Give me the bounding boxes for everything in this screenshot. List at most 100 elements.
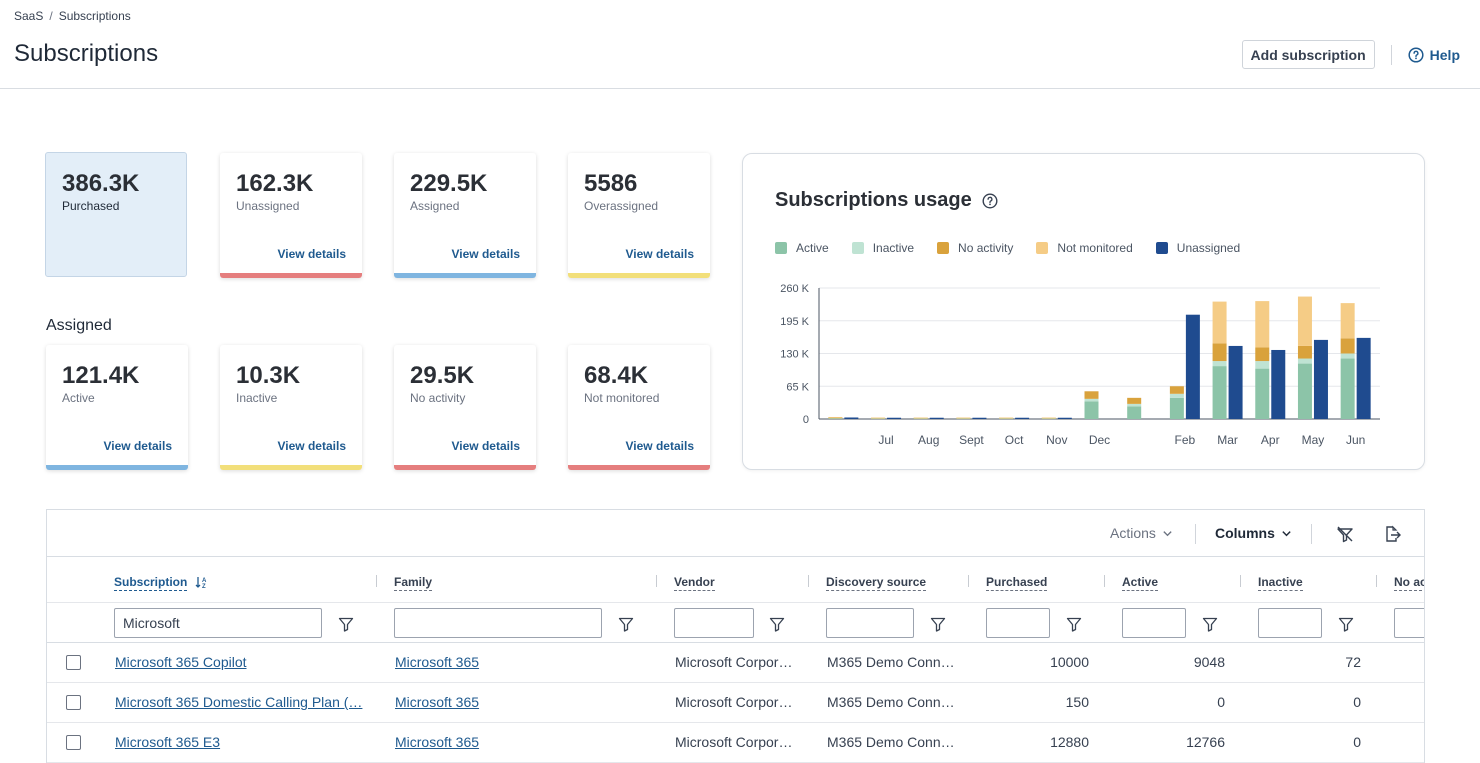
family-link[interactable]: Microsoft 365 [395, 694, 480, 710]
bar-segment [828, 417, 843, 419]
x-tick-label: Nov [1046, 433, 1067, 447]
column-header-discovery-source[interactable]: Discovery source [826, 575, 927, 591]
filter-icon[interactable] [1066, 616, 1082, 632]
column-resizer[interactable] [968, 575, 969, 587]
bar-segment [1169, 397, 1184, 419]
column-resizer[interactable] [1104, 575, 1105, 587]
bar-segment [1340, 358, 1355, 419]
filter-icon[interactable] [930, 616, 946, 632]
row-checkbox[interactable] [66, 735, 81, 750]
column-resizer[interactable] [1240, 575, 1241, 587]
bar-unassigned [972, 417, 987, 419]
discovery-source-filter-input[interactable] [826, 608, 914, 638]
subscription-link[interactable]: Microsoft 365 Copilot [115, 654, 247, 670]
column-header-family[interactable]: Family [394, 575, 433, 591]
subscriptions-usage-panel: Subscriptions usage Active Inactive No a… [742, 153, 1425, 470]
no-activity-filter-input[interactable] [1394, 608, 1424, 638]
clear-filters-icon[interactable] [1335, 524, 1355, 544]
x-tick-label: Feb [1175, 433, 1196, 447]
column-header-purchased[interactable]: Purchased [986, 575, 1048, 591]
bar-segment [1212, 343, 1227, 362]
card-label: Assigned [410, 199, 460, 213]
toolbar-divider [1195, 524, 1196, 544]
bar-segment [1297, 363, 1312, 419]
family-filter-input[interactable] [394, 608, 602, 638]
bar-unassigned [1015, 417, 1030, 419]
export-icon[interactable] [1382, 524, 1402, 544]
row-checkbox[interactable] [66, 655, 81, 670]
bar-unassigned [887, 417, 902, 419]
card-value: 10.3K [236, 362, 301, 389]
column-header-no-activity[interactable]: No ac [1394, 575, 1424, 591]
breadcrumb-saas-link[interactable]: SaaS [14, 9, 44, 23]
column-header-vendor[interactable]: Vendor [674, 575, 715, 591]
table-row: Microsoft 365 Domestic Calling Plan (… M… [47, 683, 1424, 723]
card-label: Overassigned [584, 199, 659, 213]
family-link[interactable]: Microsoft 365 [395, 734, 480, 750]
column-resizer[interactable] [656, 575, 657, 587]
filter-icon[interactable] [1338, 616, 1354, 632]
purchased-card[interactable]: 386.3K Purchased [45, 152, 187, 277]
view-details-link[interactable]: View details [625, 439, 694, 453]
inactive-filter-input[interactable] [1258, 608, 1322, 638]
active-filter-input[interactable] [1122, 608, 1186, 638]
view-details-link[interactable]: View details [451, 439, 520, 453]
column-resizer[interactable] [1376, 575, 1377, 587]
svg-text:Z: Z [202, 584, 206, 588]
toolbar-divider [1311, 524, 1312, 544]
help-link[interactable]: Help [1408, 47, 1460, 63]
info-help-icon[interactable] [982, 192, 998, 209]
purchased-cell: 10000 [1050, 654, 1089, 670]
card-value: 5586 [584, 170, 638, 197]
column-resizer[interactable] [376, 575, 377, 587]
legend-swatch [775, 242, 787, 254]
purchased-cell: 150 [1065, 694, 1089, 710]
view-details-link[interactable]: View details [277, 247, 346, 261]
table-toolbar: Actions Columns [47, 510, 1424, 557]
legend-item-not-monitored[interactable]: Not monitored [1036, 241, 1133, 255]
filter-icon[interactable] [618, 616, 634, 632]
legend-item-unassigned[interactable]: Unassigned [1155, 241, 1241, 255]
columns-menu-button[interactable]: Columns [1215, 525, 1292, 541]
legend-item-no-activity[interactable]: No activity [937, 241, 1013, 255]
x-tick-label: Dec [1089, 433, 1110, 447]
filter-icon[interactable] [1202, 616, 1218, 632]
legend-label: Not monitored [1057, 241, 1133, 255]
bar-segment [1255, 347, 1270, 362]
legend-swatch [937, 242, 950, 254]
filter-icon[interactable] [338, 616, 354, 632]
family-link[interactable]: Microsoft 365 [395, 654, 480, 670]
filter-icon[interactable] [769, 616, 785, 632]
active-card: 121.4K Active View details [46, 345, 188, 470]
bar-unassigned [929, 417, 944, 419]
legend-label: Unassigned [1176, 241, 1241, 255]
column-header-inactive[interactable]: Inactive [1258, 575, 1303, 591]
bar-unassigned [1057, 417, 1072, 419]
column-resizer[interactable] [808, 575, 809, 587]
x-tick-label: Apr [1261, 433, 1280, 447]
subscription-link[interactable]: Microsoft 365 E3 [115, 734, 221, 750]
actions-menu-button[interactable]: Actions [1110, 525, 1173, 541]
y-tick-label: 0 [803, 414, 809, 426]
subscription-link[interactable]: Microsoft 365 Domestic Calling Plan (… [115, 694, 363, 710]
bar-unassigned [1185, 314, 1200, 419]
card-label: Purchased [62, 199, 120, 213]
column-header-active[interactable]: Active [1122, 575, 1159, 591]
x-tick-label: May [1302, 433, 1325, 447]
legend-item-inactive[interactable]: Inactive [851, 241, 914, 255]
purchased-filter-input[interactable] [986, 608, 1050, 638]
bar-segment [1127, 397, 1142, 404]
view-details-link[interactable]: View details [277, 439, 346, 453]
view-details-link[interactable]: View details [451, 247, 520, 261]
view-details-link[interactable]: View details [103, 439, 172, 453]
unassigned-card: 162.3K Unassigned View details [220, 153, 362, 278]
row-checkbox[interactable] [66, 695, 81, 710]
add-subscription-button[interactable]: Add subscription [1241, 40, 1375, 69]
vendor-filter-input[interactable] [674, 608, 754, 638]
legend-item-active[interactable]: Active [775, 241, 829, 255]
subscription-filter-input[interactable] [114, 608, 322, 638]
view-details-link[interactable]: View details [625, 247, 694, 261]
card-value: 386.3K [62, 170, 140, 197]
discovery-source-cell: M365 Demo Conn… [827, 694, 955, 710]
